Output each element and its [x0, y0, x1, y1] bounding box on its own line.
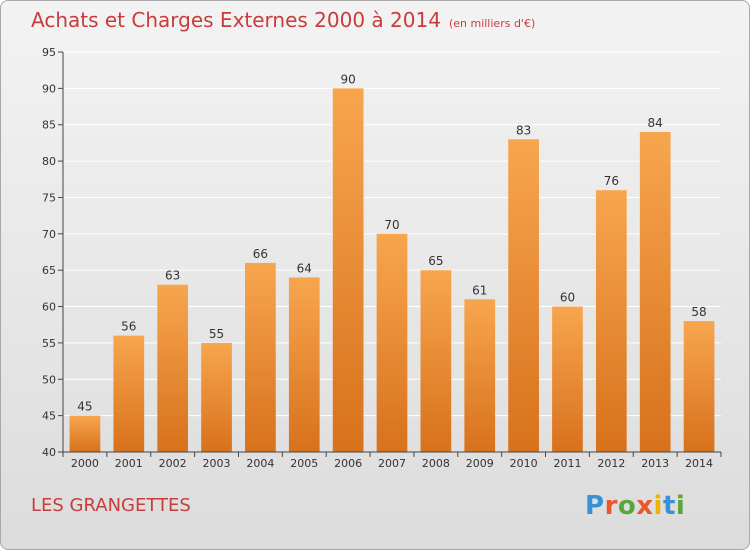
bar	[595, 190, 627, 452]
y-tick-label: 70	[42, 228, 56, 241]
bar-value-label: 61	[472, 283, 487, 297]
x-tick-label: 2005	[290, 457, 318, 470]
y-tick-label: 40	[42, 446, 56, 459]
x-tick-label: 2012	[597, 457, 625, 470]
bar-value-label: 84	[648, 116, 663, 130]
bar-value-label: 58	[691, 305, 706, 319]
y-tick-label: 55	[42, 337, 56, 350]
y-tick-label: 65	[42, 264, 56, 277]
logo-letter: r	[604, 491, 618, 521]
x-tick-label: 2000	[71, 457, 99, 470]
x-tick-label: 2002	[159, 457, 187, 470]
x-tick-label: 2011	[553, 457, 581, 470]
logo-letter: i	[653, 491, 663, 521]
x-tick-label: 2009	[466, 457, 494, 470]
x-tick-label: 2003	[203, 457, 231, 470]
commune-name: LES GRANGETTES	[31, 495, 191, 516]
chart-subtitle: (en milliers d'€)	[448, 17, 536, 30]
bar-value-label: 56	[121, 320, 136, 334]
chart-title: Achats et Charges Externes 2000 à 2014 (e…	[31, 8, 535, 32]
x-tick-label: 2013	[641, 457, 669, 470]
bar-value-label: 60	[560, 291, 575, 305]
y-tick-label: 80	[42, 155, 56, 168]
y-tick-label: 75	[42, 191, 56, 204]
bar-value-label: 64	[297, 261, 312, 275]
bar	[332, 88, 364, 452]
bar	[201, 342, 232, 452]
bar-value-label: 76	[604, 174, 619, 188]
y-tick-label: 45	[42, 410, 56, 423]
logo-letter: t	[662, 491, 676, 521]
x-tick-label: 2014	[685, 457, 713, 470]
y-tick-label: 90	[42, 82, 56, 95]
x-tick-label: 2001	[115, 457, 143, 470]
proxiti-logo: Proxiti	[585, 491, 685, 521]
y-tick-label: 85	[42, 119, 56, 132]
y-tick-label: 50	[42, 373, 56, 386]
x-tick-label: 2007	[378, 457, 406, 470]
bar	[245, 262, 276, 452]
y-tick-label: 95	[42, 46, 56, 59]
bars	[69, 88, 715, 453]
bar	[69, 415, 101, 452]
bar	[420, 270, 452, 452]
bar	[288, 277, 320, 452]
logo-letter: P	[585, 491, 605, 521]
axes	[58, 51, 722, 457]
bar-value-label: 65	[428, 254, 443, 268]
bar	[157, 284, 189, 452]
bar	[683, 321, 715, 452]
x-tick-label: 2006	[334, 457, 362, 470]
bar	[552, 306, 583, 452]
logo-letter: o	[617, 491, 637, 521]
bar-value-label: 90	[340, 72, 355, 86]
title-text: Achats et Charges Externes 2000 à 2014	[31, 8, 441, 32]
bar	[508, 139, 539, 453]
x-tick-label: 2008	[422, 457, 450, 470]
bar	[464, 299, 496, 452]
x-tick-label: 2004	[246, 457, 274, 470]
bar-value-label: 55	[209, 327, 224, 341]
bar-value-label: 83	[516, 123, 531, 137]
bar	[113, 335, 145, 452]
bar-value-label: 63	[165, 269, 180, 283]
x-tick-label: 2010	[510, 457, 538, 470]
bar-value-label: 45	[77, 400, 92, 414]
logo-letter: x	[636, 491, 654, 521]
labels: 40 45 50 55 60 65 70 75 80 85 90 95 45 2000 56 2001 63 20…	[42, 46, 713, 470]
bar-value-label: 70	[384, 218, 399, 232]
bar-value-label: 66	[253, 247, 268, 261]
bar	[639, 132, 671, 452]
logo-letter: i	[675, 491, 686, 521]
bar	[376, 233, 408, 452]
y-tick-label: 60	[42, 301, 56, 314]
